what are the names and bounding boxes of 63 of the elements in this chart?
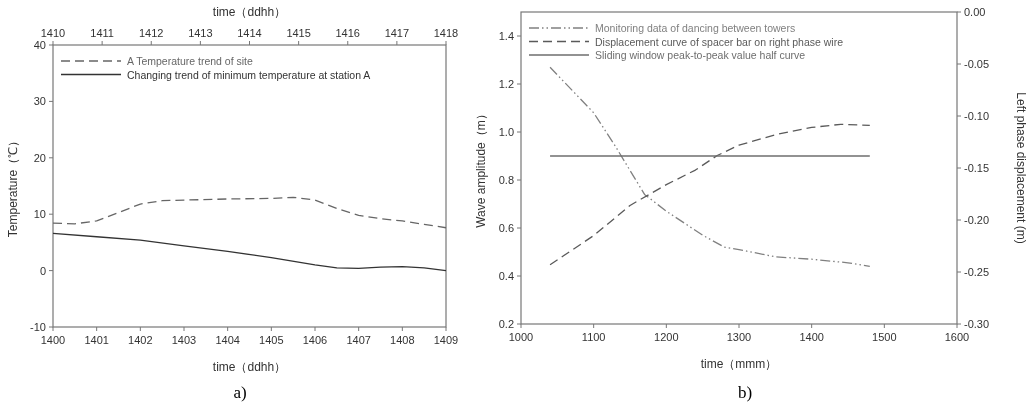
y-tick-label: 0 [39, 264, 46, 277]
x2-tick-label: 1411 [90, 27, 114, 39]
x-tick-label: 1401 [84, 334, 109, 346]
x2-tick-label: 1416 [335, 27, 360, 39]
x-tick-label: 1404 [215, 334, 240, 346]
x-tick-label: 1000 [508, 331, 534, 343]
x2-tick-label: 1414 [237, 27, 262, 39]
line-series [52, 232, 447, 272]
y2-tick-label: -0.10 [964, 110, 990, 122]
y-axis-title: Wave amplitude（m） [474, 108, 488, 228]
line-series [549, 66, 871, 268]
x-tick-label: 1100 [581, 331, 606, 343]
x2-tick-label: 1415 [286, 27, 311, 39]
line-series [549, 123, 871, 266]
x2-axis-title: time（ddhh） [212, 5, 287, 19]
x-tick-label: 1400 [799, 331, 824, 343]
line-series [52, 196, 447, 229]
x2-tick-label: 1412 [139, 27, 164, 39]
y2-tick-label: -0.30 [964, 318, 990, 330]
x-axis-title: time（mmm） [700, 357, 778, 371]
y-tick-label: 10 [33, 208, 46, 221]
y-tick-label: 20 [33, 151, 46, 164]
x2-tick-label: 1410 [40, 27, 66, 39]
y-tick-label: 1.4 [498, 30, 514, 42]
x-tick-label: 1408 [390, 334, 415, 346]
legend: Displacement curve of spacer bar on right phase wire [528, 35, 844, 48]
y-tick-label: 0.4 [498, 270, 514, 282]
y2-tick-label: 0.00 [964, 6, 986, 18]
text: a) [233, 383, 247, 402]
x-tick-label: 1600 [944, 331, 970, 343]
legend: Sliding window peak-to-peak value half curve [528, 49, 806, 61]
x-tick-label: 1200 [654, 331, 679, 343]
legend: Changing trend of minimum temperature at station A [60, 68, 371, 81]
y2-tick-label: -0.05 [964, 58, 990, 70]
y-tick-label: 40 [33, 39, 46, 51]
y2-tick-label: -0.25 [964, 266, 990, 278]
x-tick-label: 1500 [872, 331, 897, 343]
x-tick-label: 1400 [40, 334, 66, 346]
y-tick-label: -10 [30, 321, 46, 333]
y-tick-label: 0.2 [498, 318, 514, 330]
x-axis-title: time（ddhh） [212, 360, 287, 374]
x2-tick-label: 1413 [188, 27, 213, 39]
x-tick-label: 1405 [259, 334, 284, 346]
y2-tick-label: -0.15 [964, 162, 990, 174]
y-axis-title: Temperature（℃） [6, 134, 20, 238]
text: b) [737, 383, 753, 402]
x-tick-label: 1402 [128, 334, 153, 346]
x-tick-label: 1406 [302, 334, 328, 346]
x-tick-label: 1300 [726, 331, 752, 343]
y2-tick-label: -0.20 [964, 214, 990, 226]
legend: A Temperature trend of site [60, 55, 253, 67]
y-tick-label: 1.0 [498, 126, 514, 138]
y-tick-label: 30 [33, 95, 46, 108]
y-tick-label: 0.6 [498, 222, 514, 234]
x-tick-label: 1407 [346, 334, 371, 346]
x2-tick-label: 1417 [384, 27, 410, 39]
x2-tick-label: 1418 [433, 27, 459, 39]
y-tick-label: 1.2 [498, 78, 514, 90]
x-tick-label: 1409 [433, 334, 459, 346]
legend: Monitoring data of dancing between towers [528, 22, 796, 34]
y2-axis-title: Left phase displacement (m) [1014, 92, 1028, 244]
x-tick-label: 1403 [171, 334, 197, 346]
y-tick-label: 0.8 [498, 174, 514, 186]
